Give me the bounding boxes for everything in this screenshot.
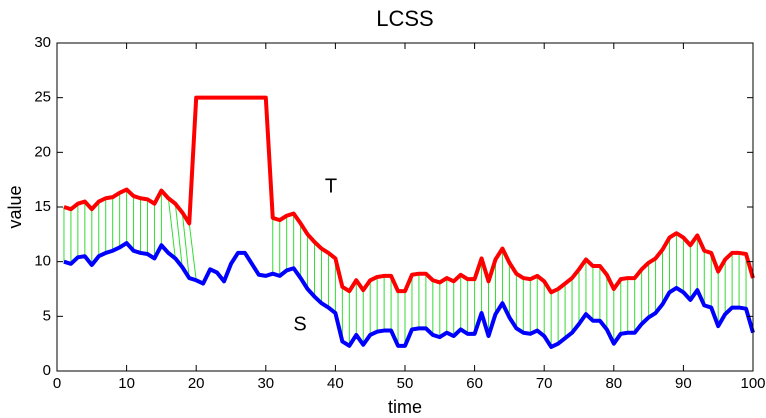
match-line	[188, 223, 197, 281]
x-tick-label: 30	[257, 375, 274, 392]
x-tick-label: 90	[675, 375, 692, 392]
y-tick-label: 30	[34, 34, 51, 51]
series-line	[63, 241, 755, 349]
y-tick-label: 25	[34, 89, 51, 106]
x-tick-label: 40	[327, 375, 344, 392]
y-tick-label: 0	[43, 362, 51, 379]
match-line	[167, 198, 176, 259]
x-tick-label: 70	[536, 375, 553, 392]
y-tick-label: 10	[34, 253, 51, 270]
series-line	[63, 95, 755, 295]
x-axis-label: time	[388, 397, 422, 417]
y-tick-label: 5	[43, 307, 51, 324]
y-axis-label: value	[5, 185, 25, 228]
match-line	[181, 212, 190, 279]
chart-title: LCSS	[376, 6, 433, 31]
series-label: S	[293, 313, 306, 335]
series-label: T	[325, 175, 337, 197]
x-tick-label: 20	[188, 375, 205, 392]
x-tick-label: 100	[740, 375, 765, 392]
x-tick-label: 80	[605, 375, 622, 392]
x-tick-label: 50	[397, 375, 414, 392]
x-tick-label: 10	[118, 375, 135, 392]
y-tick-label: 15	[34, 198, 51, 215]
y-tick-label: 20	[34, 143, 51, 160]
x-tick-label: 60	[466, 375, 483, 392]
match-line	[174, 203, 183, 268]
x-tick-label: 0	[53, 375, 61, 392]
